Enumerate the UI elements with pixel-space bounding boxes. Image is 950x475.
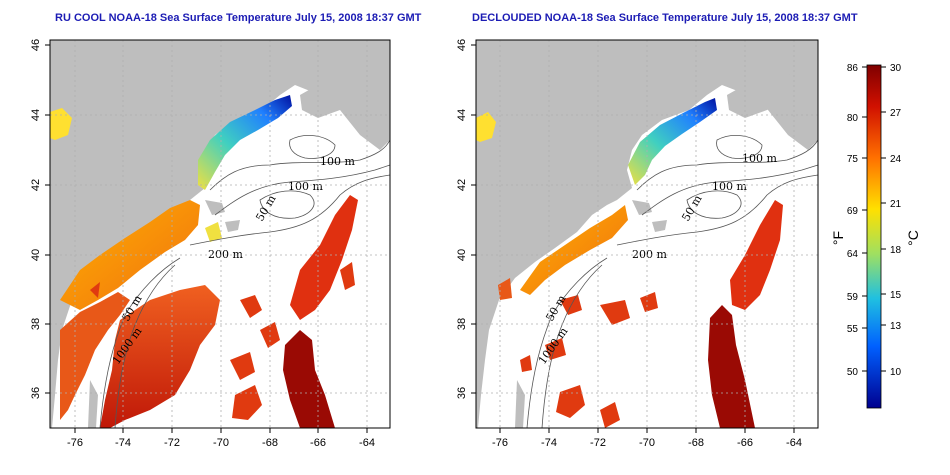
colorbar-celsius-unit: °C [905, 230, 921, 246]
right-map-sst-north-patch [476, 112, 496, 142]
left-map-lat-tick-label: 44 [30, 109, 42, 121]
left-map-lat-tick-label: 42 [30, 179, 42, 191]
left-map-panel: 100 m 100 m 50 m 200 m 50 m 1000 m [30, 39, 391, 449]
left-map-lat-tick-label: 40 [30, 249, 42, 261]
colorbar-fahrenheit-tick: 64 [847, 249, 859, 260]
left-map-lat-tick-label: 38 [30, 318, 42, 330]
colorbar-fahrenheit-tick: 86 [847, 63, 859, 74]
left-map-isobath-label: 200 m [208, 248, 243, 261]
right-map-sst-gulf-of-maine [628, 98, 717, 185]
colorbar-celsius-tick: 13 [890, 321, 902, 332]
colorbar-gradient [866, 64, 882, 409]
colorbar-fahrenheit-tick: 50 [847, 367, 859, 378]
right-map-lat-tick-label: 38 [456, 318, 468, 330]
left-map-lon-tick-label: -68 [262, 437, 278, 449]
left-map-isobath-label: 100 m [320, 155, 355, 168]
left-map-isobath-label: 100 m [288, 180, 323, 193]
left-map-sst-offshore [100, 285, 220, 428]
left-map-land [50, 40, 390, 428]
right-map-isobath-label: 100 m [712, 180, 747, 193]
right-map-isobath-label: 200 m [632, 248, 667, 261]
colorbar-fahrenheit-unit: °F [830, 231, 846, 245]
right-map-lon-tick-label: -76 [492, 437, 508, 449]
left-map-lon-tick-label: -74 [115, 437, 131, 449]
right-map-lon-tick-label: -64 [786, 437, 802, 449]
right-map-sst-shelf [520, 205, 628, 295]
colorbar-celsius-tick: 10 [890, 367, 902, 378]
right-map-lon-tick-label: -70 [639, 437, 655, 449]
right-map-lat-tick-label: 44 [456, 109, 468, 121]
left-map-sst-warm-core [283, 330, 335, 428]
left-map-lon-tick-label: -72 [164, 437, 180, 449]
right-map-isobath-lines [526, 135, 819, 429]
right-map-lon-tick-label: -72 [590, 437, 606, 449]
colorbar-celsius-tick: 21 [890, 199, 902, 210]
colorbar-fahrenheit-tick: 69 [847, 206, 859, 217]
colorbar-celsius-tick: 24 [890, 154, 902, 165]
colorbar-celsius-tick: 27 [890, 108, 902, 119]
right-map-ticks [471, 44, 795, 433]
right-map-lon-tick-label: -74 [541, 437, 557, 449]
sst-colorbar: 86 80 75 69 64 59 55 50 30 27 24 21 18 1… [830, 63, 921, 409]
colorbar-fahrenheit-tick: 75 [847, 154, 859, 165]
left-map-frame [49, 39, 391, 429]
colorbar-fahrenheit-tick: 80 [847, 113, 859, 124]
colorbar-celsius-tick: 30 [890, 63, 902, 74]
right-map-sst-coastal-south [498, 278, 512, 300]
left-map-ticks [45, 44, 368, 433]
right-map-lon-tick-label: -68 [688, 437, 704, 449]
right-map-isobath-label: 100 m [742, 152, 777, 165]
colorbar-fahrenheit-tick: 55 [847, 324, 859, 335]
colorbar-celsius-tick: 15 [890, 290, 902, 301]
left-map-lon-tick-label: -66 [310, 437, 326, 449]
left-map-sst-coastal-south [60, 292, 130, 420]
right-map-lon-tick-label: -66 [737, 437, 753, 449]
right-map-title: DECLOUDED NOAA-18 Sea Surface Temperatur… [472, 12, 858, 24]
left-map-sst-small-patch [205, 222, 222, 242]
left-map-isobath-lines [99, 135, 391, 429]
colorbar-ticks [862, 66, 886, 372]
colorbar-fahrenheit-tick: 59 [847, 292, 859, 303]
left-map-sst-gulf-of-maine [198, 95, 292, 190]
right-map-lat-tick-label: 42 [456, 179, 468, 191]
right-map-lat-tick-label: 36 [456, 387, 468, 399]
right-map-land [476, 40, 818, 428]
left-map-lon-tick-label: -64 [359, 437, 375, 449]
right-map-panel: 100 m 100 m 50 m 200 m 50 m 1000 m [456, 39, 819, 449]
left-map-sst-gulf-stream-east [290, 195, 358, 320]
right-map-lat-tick-label: 46 [456, 39, 468, 51]
left-map-sst-north-patch [50, 108, 72, 140]
right-map-sst-patches [520, 292, 658, 428]
left-map-lon-tick-label: -76 [67, 437, 83, 449]
left-map-lat-tick-label: 36 [30, 387, 42, 399]
left-map-lat-tick-label: 46 [30, 39, 42, 51]
right-map-sst-warm-core [708, 305, 755, 428]
left-map-lon-tick-label: -70 [213, 437, 229, 449]
right-map-grid [476, 40, 818, 428]
left-map-grid [50, 40, 390, 428]
right-map-lat-tick-label: 40 [456, 249, 468, 261]
colorbar-celsius-tick: 18 [890, 245, 902, 256]
left-map-title: RU COOL NOAA-18 Sea Surface Temperature … [55, 12, 422, 24]
